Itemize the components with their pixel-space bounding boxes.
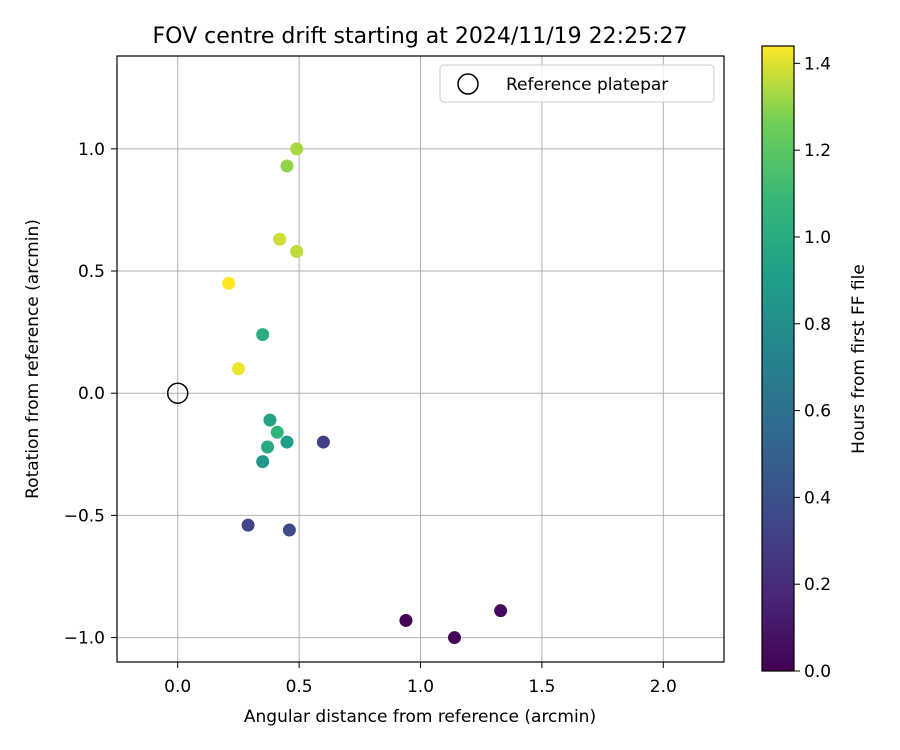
x-tick-label: 2.0 xyxy=(650,677,677,697)
colorbar-gradient xyxy=(762,46,794,671)
x-tick-label: 0.5 xyxy=(286,677,313,697)
legend: Reference platepar xyxy=(439,64,715,103)
y-tick-label: 0.0 xyxy=(78,384,105,404)
colorbar: 0.0 0.2 0.4 0.6 0.8 1.0 1.2 1.4 Hours from firs… xyxy=(761,45,869,682)
data-point xyxy=(241,518,255,532)
x-axis-ticks: 0.0 0.5 1.0 1.5 2.0 xyxy=(164,662,677,697)
y-tick-label: −0.5 xyxy=(64,506,105,526)
colorbar-ticks: 0.0 0.2 0.4 0.6 0.8 1.0 1.2 1.4 xyxy=(794,54,831,682)
x-tick-label: 1.5 xyxy=(528,677,555,697)
legend-box xyxy=(439,64,715,103)
data-point xyxy=(280,435,294,449)
data-point xyxy=(256,455,270,469)
y-tick-label: −1.0 xyxy=(64,629,105,649)
data-point xyxy=(447,631,461,645)
x-tick-label: 1.0 xyxy=(407,677,434,697)
data-point xyxy=(280,159,294,173)
colorbar-tick-label: 1.2 xyxy=(804,141,831,161)
data-point xyxy=(231,362,245,376)
legend-reference-marker xyxy=(457,73,479,95)
data-point xyxy=(399,613,413,627)
data-point xyxy=(273,232,287,246)
grid xyxy=(117,56,724,662)
y-axis-ticks: −1.0 −0.5 0.0 0.5 1.0 xyxy=(64,140,117,649)
y-tick-label: 0.5 xyxy=(78,262,105,282)
data-point xyxy=(316,435,330,449)
colorbar-tick-label: 1.4 xyxy=(804,54,831,74)
data-point xyxy=(263,413,277,427)
chart-title: FOV centre drift starting at 2024/11/19 … xyxy=(153,24,688,49)
data-point xyxy=(282,523,296,537)
data-point xyxy=(270,425,284,439)
x-axis-label: Angular distance from reference (arcmin) xyxy=(244,707,596,727)
colorbar-tick-label: 1.0 xyxy=(804,228,831,248)
colorbar-tick-label: 0.6 xyxy=(804,402,831,422)
colorbar-tick-label: 0.4 xyxy=(804,488,831,508)
data-point xyxy=(290,244,304,258)
colorbar-tick-label: 0.2 xyxy=(804,575,831,595)
data-points xyxy=(166,142,508,645)
data-point xyxy=(494,604,508,618)
x-tick-label: 0.0 xyxy=(164,677,191,697)
data-point xyxy=(222,276,236,290)
reference-platepar-marker xyxy=(166,382,189,404)
y-tick-label: 1.0 xyxy=(78,140,105,160)
colorbar-tick-label: 0.0 xyxy=(804,662,831,682)
colorbar-frame xyxy=(761,45,795,672)
colorbar-label: Hours from first FF file xyxy=(849,264,869,454)
data-point xyxy=(256,328,270,342)
data-point xyxy=(290,142,304,156)
legend-entry-reference: Reference platepar xyxy=(506,75,668,95)
colorbar-tick-label: 0.8 xyxy=(804,315,831,335)
y-axis-label: Rotation from reference (arcmin) xyxy=(23,219,43,499)
data-point xyxy=(261,440,275,454)
